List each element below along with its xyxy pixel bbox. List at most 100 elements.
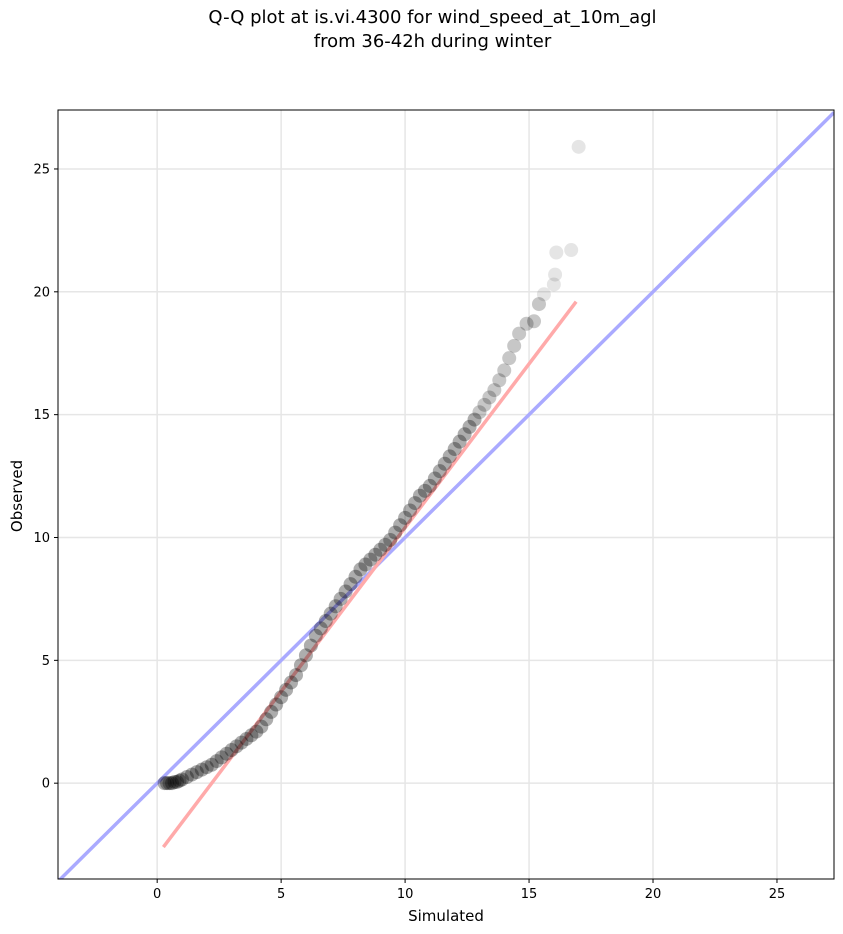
y-tick-label: 20 bbox=[33, 285, 50, 300]
qq-point bbox=[165, 776, 180, 791]
plot-frame bbox=[57, 109, 835, 880]
qq-point bbox=[437, 456, 452, 471]
qq-point bbox=[408, 496, 423, 511]
y-tick-label: 0 bbox=[42, 777, 50, 792]
qq-point bbox=[548, 267, 563, 282]
qq-point bbox=[160, 776, 175, 791]
qq-point bbox=[368, 547, 383, 562]
qq-point bbox=[492, 373, 507, 388]
qq-point bbox=[318, 614, 333, 629]
chart-title: Q-Q plot at is.vi.4300 for wind_speed_at… bbox=[0, 6, 843, 54]
qq-point bbox=[162, 776, 177, 791]
qq-point bbox=[194, 762, 209, 777]
qq-point bbox=[174, 772, 189, 787]
qq-point bbox=[403, 503, 418, 518]
qq-point bbox=[274, 690, 289, 705]
x-tick-label: 25 bbox=[769, 887, 786, 902]
qq-point bbox=[442, 449, 457, 464]
qq-point bbox=[497, 363, 512, 378]
qq-point bbox=[512, 326, 527, 341]
x-tick-label: 0 bbox=[153, 887, 161, 902]
reference-line bbox=[58, 111, 834, 879]
qq-point bbox=[487, 383, 502, 398]
qq-point bbox=[571, 139, 586, 154]
x-tick-label: 20 bbox=[645, 887, 662, 902]
y-axis-label: Observed bbox=[8, 460, 26, 532]
qq-point bbox=[482, 390, 497, 405]
qq-point bbox=[328, 599, 343, 614]
chart-title-line-2: from 36-42h during winter bbox=[313, 31, 552, 52]
qq-point bbox=[462, 419, 477, 434]
qq-point bbox=[269, 697, 284, 712]
qq-point bbox=[417, 483, 432, 498]
qq-point bbox=[293, 658, 308, 673]
y-tick-label: 10 bbox=[33, 531, 50, 546]
points-layer bbox=[157, 139, 586, 791]
qq-point bbox=[398, 510, 413, 525]
qq-point bbox=[209, 754, 224, 769]
qq-point bbox=[229, 739, 244, 754]
qq-point bbox=[452, 434, 467, 449]
qq-point bbox=[308, 628, 323, 643]
qq-point bbox=[289, 668, 304, 683]
qq-point bbox=[214, 750, 229, 765]
qq-point bbox=[393, 518, 408, 533]
chart-title-line-1: Q-Q plot at is.vi.4300 for wind_speed_at… bbox=[208, 7, 657, 28]
x-tick-label: 5 bbox=[277, 887, 285, 902]
qq-point bbox=[184, 767, 199, 782]
qq-point bbox=[189, 765, 204, 780]
y-tick-label: 25 bbox=[33, 162, 50, 177]
qq-point bbox=[502, 351, 517, 366]
qq-point bbox=[348, 569, 363, 584]
qq-point bbox=[358, 557, 373, 572]
qq-point bbox=[254, 719, 269, 734]
qq-point bbox=[239, 731, 254, 746]
qq-point bbox=[338, 584, 353, 599]
qq-point bbox=[157, 776, 172, 791]
qq-point bbox=[527, 314, 542, 329]
qq-point bbox=[432, 464, 447, 479]
qq-point bbox=[313, 621, 328, 636]
qq-point bbox=[284, 675, 299, 690]
qq-point bbox=[234, 735, 249, 750]
qq-point bbox=[447, 442, 462, 457]
qq-point bbox=[531, 297, 546, 312]
qq-point bbox=[333, 591, 348, 606]
qq-point bbox=[167, 774, 182, 789]
qq-point bbox=[383, 532, 398, 547]
qq-point bbox=[298, 648, 313, 663]
qq-point bbox=[303, 638, 318, 653]
qq-point bbox=[564, 243, 579, 258]
qq-point bbox=[264, 704, 279, 719]
qq-point bbox=[388, 525, 403, 540]
qq-point bbox=[249, 724, 264, 739]
qq-point bbox=[353, 562, 368, 577]
qq-point bbox=[179, 770, 194, 785]
qq-point bbox=[172, 773, 187, 788]
fit-line bbox=[161, 300, 578, 849]
qq-point bbox=[507, 338, 522, 353]
qq-point bbox=[373, 542, 388, 557]
qq-point bbox=[279, 682, 294, 697]
qq-point bbox=[343, 577, 358, 592]
qq-point bbox=[224, 743, 239, 758]
qq-point bbox=[549, 245, 564, 260]
qq-point bbox=[472, 405, 487, 420]
qq-point bbox=[546, 277, 561, 292]
qq-point bbox=[457, 427, 472, 442]
grid bbox=[58, 110, 834, 879]
qq-point bbox=[412, 488, 427, 503]
y-tick-label: 15 bbox=[33, 408, 50, 423]
qq-point bbox=[170, 774, 185, 789]
qq-point bbox=[422, 478, 437, 493]
y-tick-label: 5 bbox=[42, 654, 50, 669]
x-tick-label: 15 bbox=[521, 887, 538, 902]
ticks: 0 5 10 15 20 25 0 5 10 15 20 25 bbox=[33, 162, 785, 902]
x-axis-label: Simulated bbox=[408, 907, 484, 925]
qq-point bbox=[467, 412, 482, 427]
x-tick-label: 10 bbox=[397, 887, 414, 902]
qq-point bbox=[199, 760, 214, 775]
qq-point bbox=[427, 471, 442, 486]
qq-point bbox=[244, 728, 259, 743]
